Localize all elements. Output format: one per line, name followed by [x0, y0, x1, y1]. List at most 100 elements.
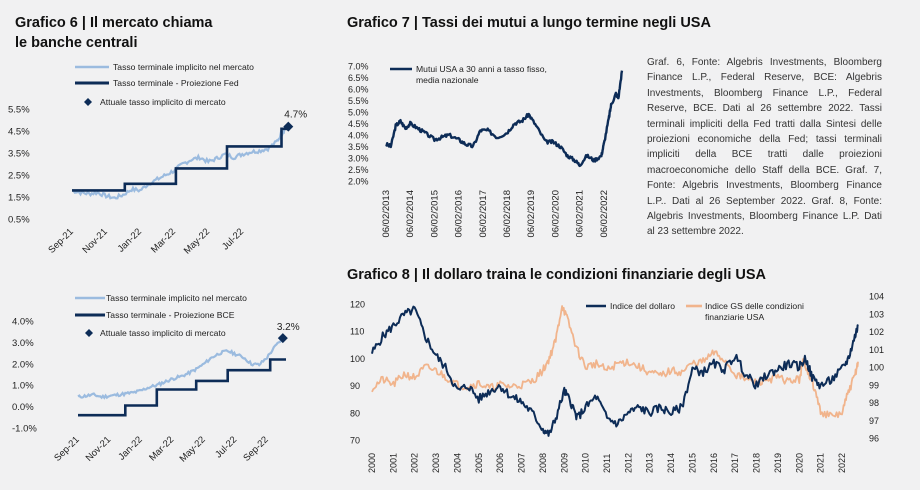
mortgage-y-tick-label: 5.0%: [348, 108, 369, 118]
dollar-x-tick-label: 2002: [410, 453, 420, 473]
ecb-legend-label: Tasso terminale - Proiezione BCE: [106, 310, 235, 320]
mortgage-x-tick-label: 06/02/2018: [502, 190, 513, 238]
dollar-x-tick-label: 2015: [687, 453, 697, 473]
mortgage-x-tick-label: 06/02/2013: [381, 190, 392, 238]
dollar-legend-label: Indice del dollaro: [610, 301, 675, 311]
chart7-title: Grafico 7 | Tassi dei mutui a lungo term…: [347, 15, 711, 31]
chart6-title-line1: Grafico 6 | Il mercato chiama: [15, 15, 213, 31]
fed-y-tick-label: 5.5%: [8, 105, 30, 116]
fci-legend-label: finanziarie USA: [705, 312, 764, 322]
fed-legend-label: Attuale tasso implicito di mercato: [100, 97, 226, 107]
ecb-current-rate-marker: [277, 333, 288, 344]
chart6-title: Grafico 6 | Il mercato chiama le banche …: [15, 13, 212, 53]
dollar-y-tick-label: 90: [350, 381, 360, 391]
dollar-x-tick-label: 2007: [517, 453, 527, 473]
dollar-x-tick-label: 2005: [474, 453, 484, 473]
dollar-x-tick-label: 2013: [645, 453, 655, 473]
mortgage-y-tick-label: 7.0%: [348, 62, 369, 72]
fci-y2-tick-label: 103: [869, 309, 884, 319]
ecb-projection-step-line: [78, 358, 286, 417]
fci-y2-tick-label: 98: [869, 398, 879, 408]
fed-current-rate-label: 4.7%: [284, 110, 307, 121]
dollar-x-tick-label: 2016: [709, 453, 719, 473]
fed-current-rate-marker: [283, 121, 294, 132]
ecb-y-tick-label: 1.0%: [12, 381, 34, 392]
fed-y-tick-label: 0.5%: [8, 215, 30, 226]
dollar-x-tick-label: 2017: [730, 453, 740, 473]
dollar-y-tick-label: 80: [350, 408, 360, 418]
dollar-index-line: [371, 305, 859, 437]
mortgage-y-tick-label: 4.5%: [348, 119, 369, 129]
fci-y2-tick-label: 97: [869, 416, 879, 426]
fci-y2-tick-label: 96: [869, 434, 879, 444]
dollar-y-tick-label: 70: [350, 436, 360, 446]
mortgage-y-tick-label: 4.0%: [348, 131, 369, 141]
fed-legend-label: Tasso terminale implicito nel mercato: [113, 62, 254, 72]
mortgage-x-tick-label: 06/02/2016: [454, 190, 465, 238]
source-notes: Graf. 6, Fonte: Algebris Investments, Bl…: [647, 57, 882, 238]
fci-y2-tick-label: 101: [869, 345, 884, 355]
mortgage-y-tick-label: 2.0%: [348, 177, 369, 187]
mortgage-x-tick-label: 06/02/2020: [550, 190, 561, 238]
dollar-x-tick-label: 2012: [623, 453, 633, 473]
fed-y-tick-label: 1.5%: [8, 193, 30, 204]
mortgage-y-tick-label: 3.5%: [348, 142, 369, 152]
fed-market-implied-line: [71, 124, 291, 200]
mortgage-y-tick-label: 6.5%: [348, 73, 369, 83]
fci-y2-tick-label: 102: [869, 327, 884, 337]
mortgage-y-tick-label: 3.0%: [348, 154, 369, 164]
ecb-legend-label: Tasso terminale implicito nel mercato: [106, 293, 247, 303]
dollar-x-tick-label: 2020: [794, 453, 804, 473]
gs-financial-conditions-line: [371, 305, 859, 419]
fed-legend-diamond: [84, 98, 92, 106]
dollar-x-tick-label: 2010: [581, 453, 591, 473]
fci-y2-tick-label: 100: [869, 363, 884, 373]
chart8-title: Grafico 8 | Il dollaro traina le condizi…: [347, 267, 766, 283]
fed-y-tick-label: 2.5%: [8, 171, 30, 182]
mortgage-30y-line: [385, 70, 624, 168]
fed-legend-label: Tasso terminale - Proiezione Fed: [113, 78, 239, 88]
ecb-y-tick-label: 3.0%: [12, 338, 34, 349]
mortgage-x-tick-label: 06/02/2017: [478, 190, 489, 238]
ecb-y-tick-label: 0.0%: [12, 402, 34, 413]
fci-y2-tick-label: 99: [869, 380, 879, 390]
mortgage-x-tick-label: 06/02/2021: [575, 190, 586, 238]
mortgage-x-tick-label: 06/02/2015: [429, 190, 440, 238]
mortgage-y-tick-label: 2.5%: [348, 165, 369, 175]
mortgage-x-tick-label: 06/02/2019: [526, 190, 537, 238]
ecb-current-rate-label: 3.2%: [277, 322, 300, 333]
mortgage-x-tick-label: 06/02/2022: [599, 190, 610, 238]
ecb-y-tick-label: 4.0%: [12, 317, 34, 328]
dollar-x-tick-label: 2011: [602, 454, 612, 473]
mortgage-legend-label: media nazionale: [416, 75, 479, 85]
dollar-x-tick-label: 2019: [773, 453, 783, 473]
fed-y-tick-label: 3.5%: [8, 149, 30, 160]
mortgage-y-tick-label: 6.0%: [348, 85, 369, 95]
mortgage-x-tick-label: 06/02/2014: [405, 190, 416, 238]
ecb-y-tick-label: -1.0%: [12, 424, 37, 435]
ecb-legend-label: Attuale tasso implicito di mercato: [100, 328, 226, 338]
ecb-legend-diamond: [85, 329, 93, 337]
dollar-y-tick-label: 100: [350, 354, 365, 364]
mortgage-y-tick-label: 5.5%: [348, 96, 369, 106]
mortgage-legend-label: Mutui USA a 30 anni a tasso fisso,: [416, 64, 547, 74]
chart6-title-line2: le banche centrali: [15, 35, 138, 51]
dollar-x-tick-label: 2008: [538, 453, 548, 473]
dollar-x-tick-label: 2018: [752, 453, 762, 473]
dollar-x-tick-label: 2004: [452, 453, 462, 473]
ecb-y-tick-label: 2.0%: [12, 359, 34, 370]
dollar-x-tick-label: 2003: [431, 453, 441, 473]
dollar-x-tick-label: 2014: [666, 453, 676, 473]
dollar-x-tick-label: 2000: [367, 453, 377, 473]
dollar-y-tick-label: 110: [350, 327, 364, 337]
dollar-y-tick-label: 120: [350, 300, 365, 310]
ecb-market-implied-line: [77, 337, 284, 400]
fed-y-tick-label: 4.5%: [8, 127, 30, 138]
fed-projection-step-line: [72, 127, 290, 192]
dollar-x-tick-label: 2022: [837, 453, 847, 473]
dollar-x-tick-label: 2021: [816, 453, 826, 473]
